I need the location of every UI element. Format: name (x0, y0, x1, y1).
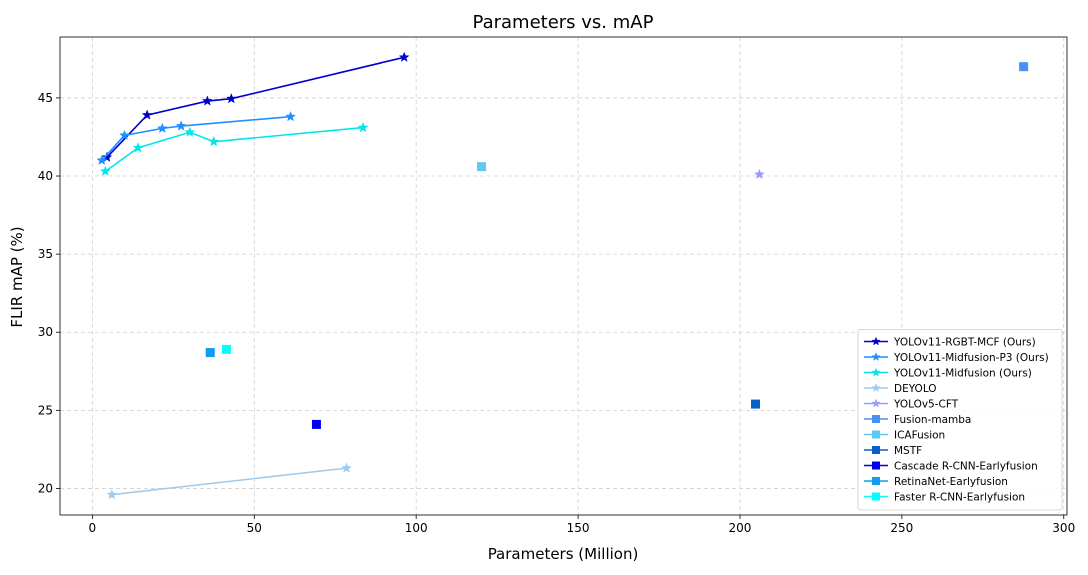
legend-marker (872, 461, 880, 470)
data-point (201, 95, 213, 106)
x-tick-label: 100 (405, 521, 428, 535)
data-point (208, 135, 220, 147)
y-tick-label: 20 (38, 481, 53, 495)
x-tick-label: 150 (567, 521, 590, 535)
data-point (101, 151, 113, 162)
legend-marker (871, 336, 881, 346)
legend-marker (871, 367, 881, 377)
legend-label: Cascade R-CNN-Earlyfusion (894, 460, 1038, 472)
legend-item: RetinaNet-Earlyfusion (864, 476, 1008, 488)
legend-marker (872, 415, 880, 423)
legend-label: RetinaNet-Earlyfusion (894, 476, 1008, 488)
series-fusion-mamba (1019, 62, 1029, 72)
series-line (104, 126, 364, 172)
series-layer (96, 51, 1029, 500)
legend-marker (872, 477, 880, 485)
legend-marker (871, 398, 881, 408)
y-tick-label: 45 (38, 91, 53, 105)
legend-item: YOLOv11-Midfusion-P3 (Ours) (864, 352, 1049, 364)
x-tick-label: 200 (729, 521, 752, 535)
data-point (141, 109, 153, 120)
legend-item: ICAFusion (864, 429, 945, 441)
legend-item: Fusion-mamba (864, 414, 971, 426)
legend-marker (872, 446, 880, 454)
data-point (99, 165, 111, 176)
plot-frame (59, 36, 1068, 516)
data-point (753, 168, 765, 180)
series-deyolo (106, 462, 352, 500)
series-cascade-r-cnn-earlyfusion (311, 419, 321, 429)
x-tick-label: 250 (890, 521, 913, 535)
data-point (751, 399, 761, 409)
legend-item: YOLOv11-RGBT-MCF (Ours) (864, 336, 1036, 348)
y-tick-label: 35 (38, 247, 53, 261)
data-point (398, 51, 410, 62)
series-line (111, 467, 347, 496)
legend-marker (871, 383, 881, 392)
series-retinanet-earlyfusion (205, 348, 215, 358)
series-line (106, 56, 405, 158)
legend-label: YOLOv11-RGBT-MCF (Ours) (893, 336, 1036, 348)
legend-label: DEYOLO (894, 383, 937, 395)
legend: YOLOv11-RGBT-MCF (Ours) YOLOv11-Midfusion… (857, 329, 1063, 511)
legend-label: Faster R-CNN-Earlyfusion (894, 491, 1025, 503)
series-yolov11-rgbt-mcf-ours (101, 51, 410, 162)
data-point (221, 344, 231, 354)
grid (60, 37, 1067, 515)
legend-item: Faster R-CNN-Earlyfusion (864, 491, 1025, 503)
data-point (96, 154, 108, 166)
data-point (311, 419, 321, 429)
legend-label: Fusion-mamba (894, 414, 971, 426)
legend-marker (871, 352, 881, 361)
legend-box (857, 329, 1063, 511)
series-mstf (751, 399, 761, 409)
data-point (119, 129, 130, 141)
data-point (1019, 62, 1029, 72)
data-point (477, 162, 487, 172)
legend-item: Cascade R-CNN-Earlyfusion (864, 460, 1038, 472)
x-axis-label: Parameters (Million) (488, 545, 639, 563)
series-yolov5-cft (753, 168, 765, 180)
data-point (285, 110, 296, 122)
series-yolov11-midfusion-ours (99, 121, 369, 176)
legend-item: YOLOv5-CFT (864, 398, 959, 410)
data-point (205, 348, 215, 358)
chart-title: Parameters vs. mAP (473, 12, 654, 33)
data-point (341, 462, 352, 473)
x-tick-label: 300 (1052, 521, 1075, 535)
data-point (132, 142, 144, 153)
series-yolov11-midfusion-p3-ours (96, 110, 296, 166)
series-icafusion (477, 162, 487, 172)
legend-label: YOLOv11-Midfusion (Ours) (893, 367, 1032, 379)
axis-ticks: 0 50 100 150 200 250 300 20 25 30 35 40 45 (38, 91, 1075, 535)
data-point (225, 92, 237, 104)
y-axis-label: FLIR mAP (%) (8, 226, 26, 327)
legend-item: DEYOLO (864, 383, 937, 395)
data-point (175, 120, 187, 131)
legend-label: YOLOv5-CFT (893, 398, 959, 410)
legend-marker (872, 430, 880, 439)
y-tick-label: 30 (38, 325, 53, 339)
legend-label: ICAFusion (894, 429, 945, 441)
legend-marker (872, 492, 880, 501)
legend-item: YOLOv11-Midfusion (Ours) (864, 367, 1032, 379)
data-point (357, 121, 369, 133)
y-tick-label: 25 (38, 403, 53, 417)
y-tick-label: 40 (38, 169, 53, 183)
data-point (156, 122, 168, 134)
legend-label: MSTF (894, 445, 922, 457)
x-tick-label: 50 (247, 521, 262, 535)
series-faster-r-cnn-earlyfusion (221, 344, 231, 354)
legend-label: YOLOv11-Midfusion-P3 (Ours) (893, 352, 1049, 364)
data-point (106, 488, 118, 500)
data-point (184, 126, 196, 137)
x-tick-label: 0 (89, 521, 97, 535)
legend-item: MSTF (864, 445, 922, 457)
